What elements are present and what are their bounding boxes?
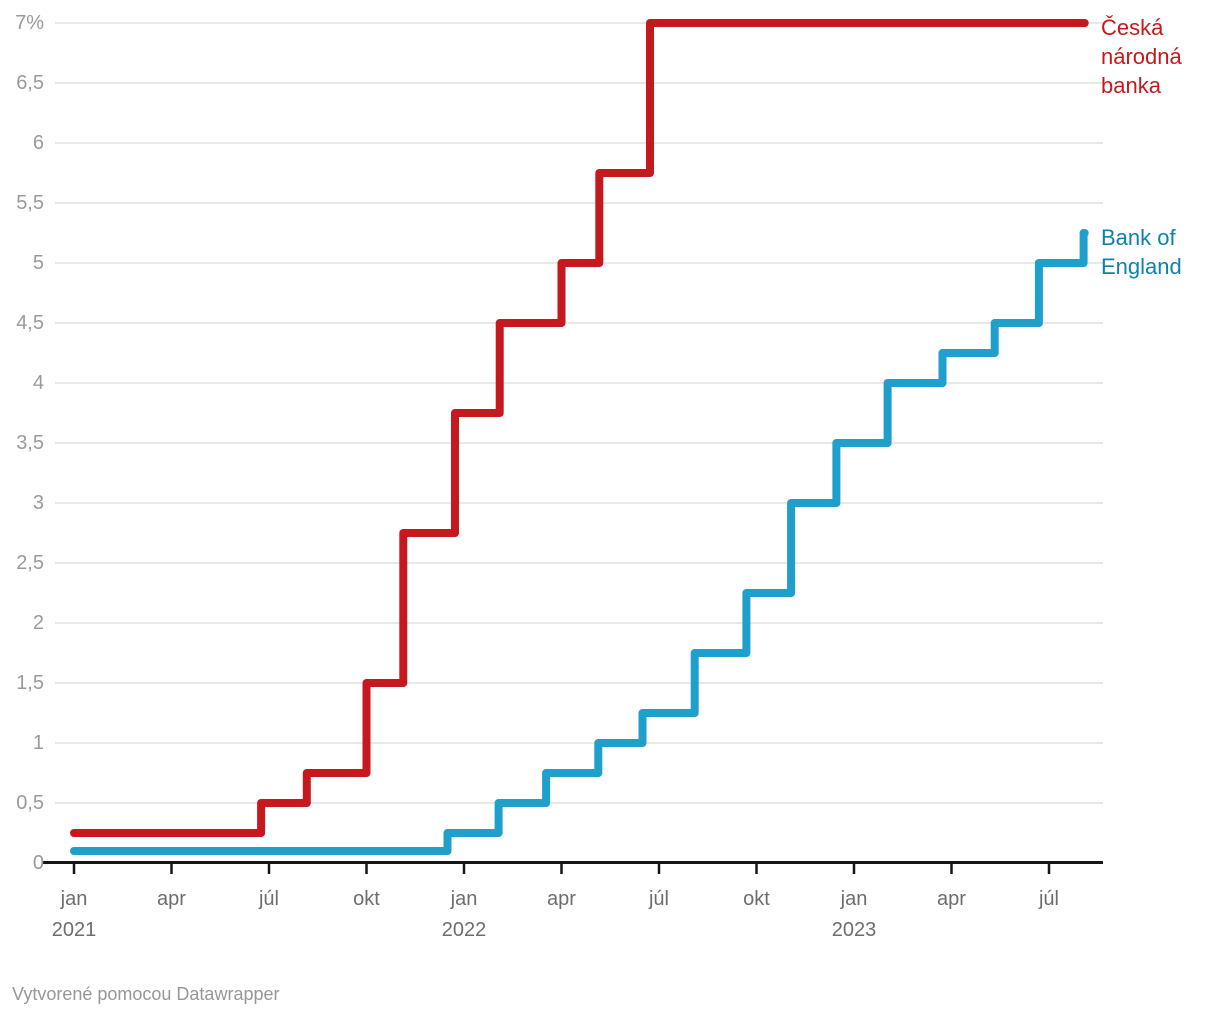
y-tick-label: 7% (15, 12, 44, 34)
y-tick-label: 6 (32, 132, 44, 154)
datawrapper-credit: Vytvorené pomocou Datawrapper (12, 984, 280, 1004)
y-tick-label: 2,5 (16, 552, 44, 574)
y-tick-label: 0 (32, 852, 44, 874)
x-tick-label: jan (450, 888, 478, 910)
y-tick-label: 1,5 (16, 672, 44, 694)
series-label-line: England (1101, 254, 1182, 279)
y-tick-label: 5 (32, 252, 44, 274)
y-tick-label: 2 (32, 612, 44, 634)
x-tick-label: apr (937, 888, 966, 910)
series-label-line: Česká (1101, 15, 1164, 40)
series-label-ceska-narodna-banka: Česká národná banka (1101, 13, 1182, 100)
y-tick-label: 5,5 (16, 192, 44, 214)
series-label-line: banka (1101, 73, 1161, 98)
y-tick-label: 3 (32, 492, 44, 514)
x-tick-label: júl (648, 888, 669, 910)
series-label-line: národná (1101, 44, 1182, 69)
x-tick-label: júl (258, 888, 279, 910)
gridlines (55, 22, 1103, 804)
x-tick-year-label: 2023 (831, 919, 877, 941)
y-tick-label: 3,5 (16, 432, 44, 454)
x-tick-year-label: 2021 (51, 919, 97, 941)
x-tick-label: okt (743, 888, 770, 910)
series-label-bank-of-england: Bank of England (1101, 223, 1182, 281)
series-line-bank-of-england (70, 229, 1089, 855)
y-tick-label: 0,5 (16, 792, 44, 814)
y-tick-label: 4,5 (16, 312, 44, 334)
x-tick-year-label: 2022 (441, 919, 487, 941)
x-tick-label: okt (353, 888, 380, 910)
x-tick-label: jan (60, 888, 88, 910)
series-label-line: Bank of (1101, 225, 1176, 250)
x-tick-label: apr (157, 888, 186, 910)
y-tick-label: 4 (32, 372, 44, 394)
x-tick-label: jan (840, 888, 868, 910)
x-tick-label: júl (1038, 888, 1059, 910)
y-tick-label: 6,5 (16, 72, 44, 94)
series-line-ceska-narodna-banka (70, 19, 1089, 837)
y-tick-label: 1 (32, 732, 44, 754)
x-axis (43, 861, 1103, 874)
x-tick-label: apr (547, 888, 576, 910)
